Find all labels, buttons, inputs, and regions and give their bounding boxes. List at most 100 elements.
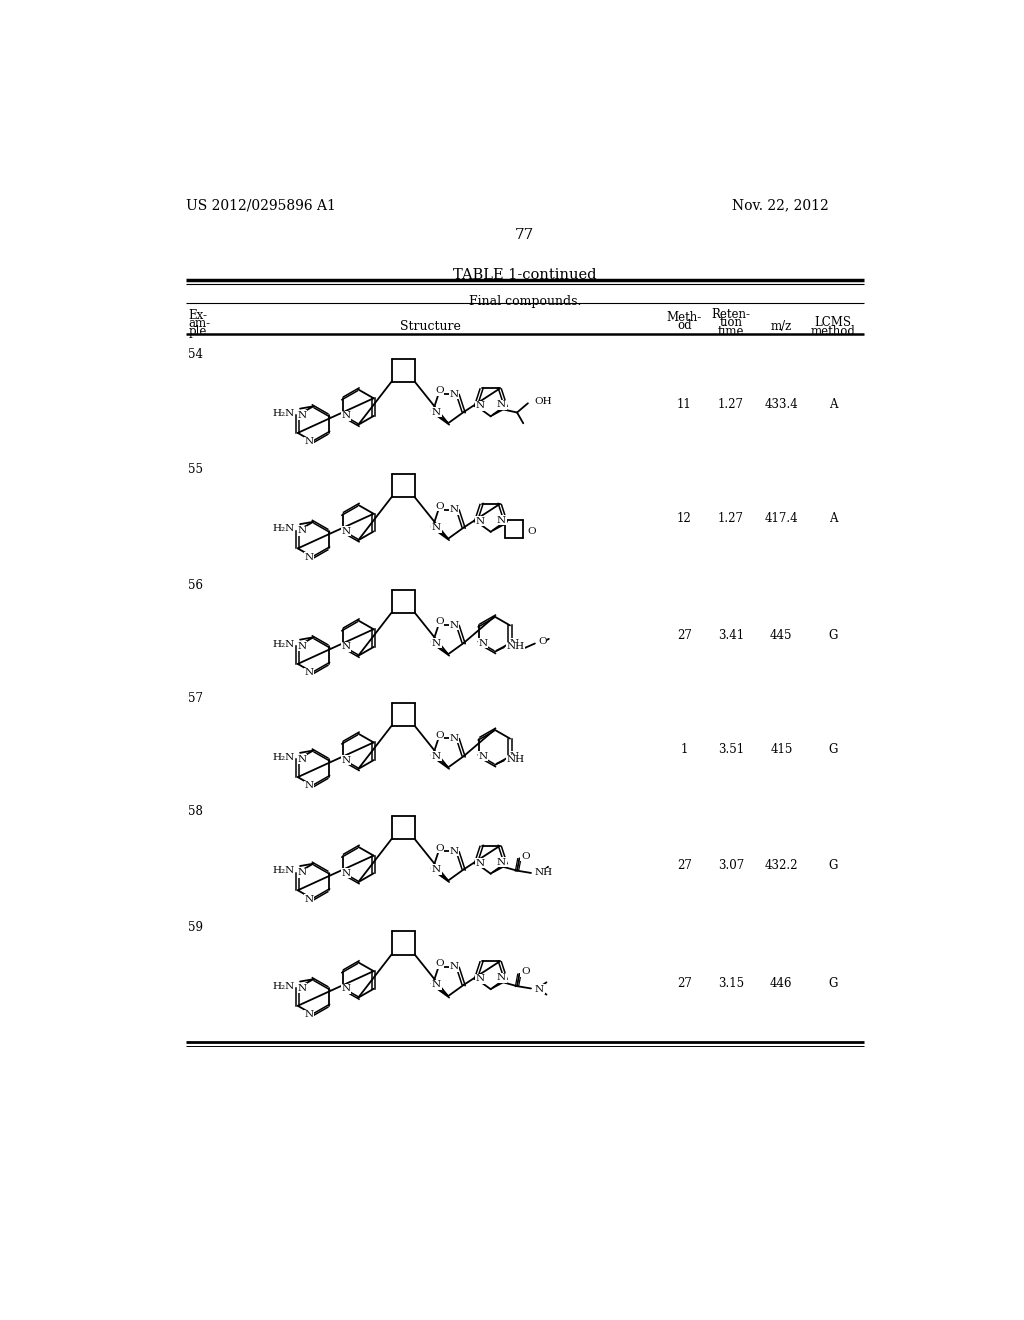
Text: NH: NH (535, 869, 552, 878)
Text: N: N (497, 400, 506, 409)
Text: 3.07: 3.07 (718, 859, 744, 871)
Text: NH: NH (506, 755, 524, 764)
Text: N: N (305, 1010, 314, 1019)
Text: 1.27: 1.27 (718, 399, 744, 412)
Text: O: O (538, 638, 547, 647)
Text: H₂N: H₂N (272, 640, 295, 648)
Text: N: N (432, 408, 441, 417)
Text: N: N (341, 643, 350, 652)
Text: O: O (521, 851, 529, 861)
Text: 59: 59 (188, 921, 204, 933)
Text: N: N (450, 734, 459, 743)
Text: 11: 11 (677, 399, 692, 412)
Text: 12: 12 (677, 512, 692, 525)
Text: N: N (475, 974, 484, 983)
Text: N: N (497, 516, 506, 525)
Text: N: N (478, 752, 487, 760)
Text: A: A (829, 512, 838, 525)
Text: N: N (475, 401, 484, 411)
Text: 417.4: 417.4 (765, 512, 798, 525)
Text: time: time (718, 325, 744, 338)
Text: 55: 55 (188, 463, 204, 477)
Text: N: N (305, 437, 314, 446)
Text: N: N (341, 412, 350, 421)
Text: 1: 1 (681, 743, 688, 756)
Text: A: A (829, 399, 838, 412)
Text: N: N (305, 895, 314, 904)
Text: N: N (305, 668, 314, 677)
Text: 415: 415 (770, 743, 793, 756)
Text: N: N (450, 962, 459, 972)
Text: O: O (435, 843, 443, 853)
Text: N: N (297, 527, 306, 535)
Text: G: G (828, 859, 838, 871)
Text: 432.2: 432.2 (765, 859, 798, 871)
Text: G: G (828, 743, 838, 756)
Text: TABLE 1-continued: TABLE 1-continued (453, 268, 597, 281)
Text: O: O (435, 960, 443, 969)
Text: 446: 446 (770, 977, 793, 990)
Text: Final compounds.: Final compounds. (469, 294, 581, 308)
Text: tion: tion (720, 317, 742, 329)
Text: H₂N: H₂N (272, 524, 295, 533)
Text: O: O (435, 502, 443, 511)
Text: N: N (450, 389, 459, 399)
Text: N: N (432, 981, 441, 990)
Text: 54: 54 (188, 348, 204, 360)
Text: N: N (475, 858, 484, 867)
Text: N: N (432, 752, 441, 760)
Text: 3.51: 3.51 (718, 743, 744, 756)
Text: N: N (497, 858, 506, 867)
Text: m/z: m/z (771, 321, 792, 333)
Text: N: N (475, 516, 484, 525)
Text: ple: ple (188, 325, 207, 338)
Text: O: O (435, 618, 443, 627)
Text: N: N (497, 973, 506, 982)
Text: 57: 57 (188, 692, 204, 705)
Text: 433.4: 433.4 (765, 399, 798, 412)
Text: O: O (435, 731, 443, 739)
Text: N: N (341, 985, 350, 994)
Text: 27: 27 (677, 977, 692, 990)
Text: H₂N: H₂N (272, 866, 295, 875)
Text: N: N (478, 639, 487, 648)
Text: US 2012/0295896 A1: US 2012/0295896 A1 (186, 198, 336, 213)
Text: 77: 77 (515, 227, 535, 242)
Text: N: N (432, 639, 441, 648)
Text: N: N (450, 506, 459, 513)
Text: N: N (432, 523, 441, 532)
Text: N: N (341, 527, 350, 536)
Text: N: N (432, 865, 441, 874)
Text: N: N (305, 553, 314, 562)
Text: G: G (828, 977, 838, 990)
Text: N: N (509, 639, 518, 648)
Text: od: od (677, 319, 692, 333)
Text: Meth-: Meth- (667, 312, 702, 323)
Text: 56: 56 (188, 579, 204, 591)
Text: H₂N: H₂N (272, 982, 295, 990)
Text: 3.41: 3.41 (718, 630, 744, 643)
Text: 27: 27 (677, 859, 692, 871)
Text: N: N (305, 781, 314, 791)
Text: N: N (509, 752, 518, 760)
Text: N: N (450, 847, 459, 855)
Text: 445: 445 (770, 630, 793, 643)
Text: LCMS: LCMS (815, 317, 852, 329)
Text: N: N (341, 869, 350, 878)
Text: Structure: Structure (399, 321, 461, 333)
Text: 1.27: 1.27 (718, 512, 744, 525)
Text: N: N (297, 642, 306, 651)
Text: N: N (297, 411, 306, 420)
Text: am-: am- (188, 317, 211, 330)
Text: O: O (435, 387, 443, 396)
Text: N: N (535, 985, 544, 994)
Text: 3.15: 3.15 (718, 977, 744, 990)
Text: H₂N: H₂N (272, 409, 295, 417)
Text: 58: 58 (188, 805, 204, 818)
Text: Nov. 22, 2012: Nov. 22, 2012 (732, 198, 829, 213)
Text: H₂N: H₂N (272, 752, 295, 762)
Text: method: method (811, 325, 856, 338)
Text: N: N (297, 869, 306, 876)
Text: N: N (341, 755, 350, 764)
Text: O: O (527, 527, 536, 536)
